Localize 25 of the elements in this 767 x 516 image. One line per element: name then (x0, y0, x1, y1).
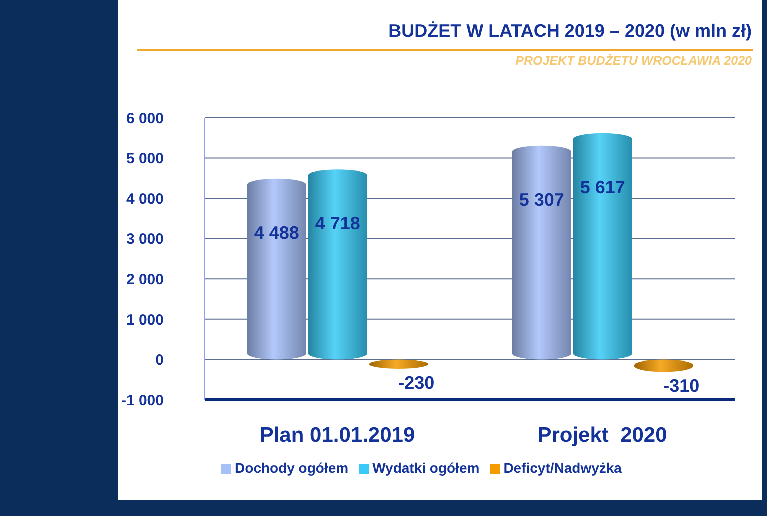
data-label: 5 307 (519, 190, 564, 210)
bar (247, 178, 306, 360)
data-label: 4 718 (315, 214, 360, 234)
y-tick-label: 4 000 (126, 190, 164, 208)
legend-label: Wydatki ogółem (372, 460, 480, 476)
data-label: 5 617 (580, 177, 626, 198)
chart-title: BUDŻET W LATACH 2019 – 2020 (w mln zł) (388, 21, 752, 42)
data-label: -230 (398, 372, 435, 393)
data-label: -310 (664, 376, 700, 396)
y-tick-label: 1 000 (126, 312, 164, 329)
y-tick-label: 5 000 (126, 150, 164, 168)
x-tick-label: Projekt 2020 (538, 424, 668, 447)
y-tick-label: -1 000 (121, 392, 164, 410)
chart-subtitle: PROJEKT BUDŻETU WROCŁAWIA 2020 (516, 54, 752, 68)
bar (308, 170, 368, 360)
bar (573, 133, 632, 360)
x-tick-label: Plan 01.01.2019 (260, 424, 416, 447)
y-tick-label: 0 (156, 352, 164, 370)
y-tick-label: 2 000 (126, 271, 164, 288)
y-tick-label: 3 000 (126, 231, 164, 248)
data-label: 4 488 (254, 222, 300, 243)
legend-label: Deficyt/Nadwyżka (504, 460, 622, 476)
bar (512, 146, 572, 360)
legend-label: Dochody ogółem (235, 460, 349, 476)
y-tick-label: 6 000 (126, 110, 164, 128)
